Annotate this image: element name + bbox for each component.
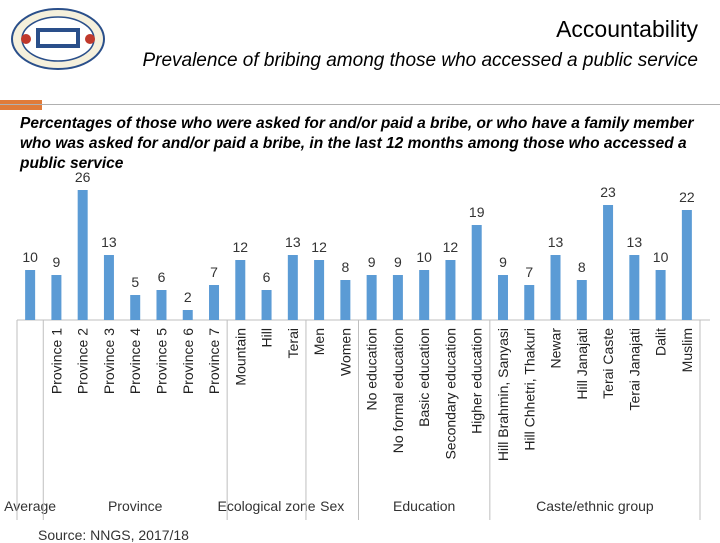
bar	[235, 260, 246, 320]
category-label: Muslim	[679, 328, 695, 372]
data-label: 6	[158, 269, 166, 285]
category-label: Secondary education	[442, 328, 458, 460]
bar	[209, 285, 220, 320]
data-label: 12	[232, 239, 248, 255]
category-label: Mountain	[232, 328, 248, 386]
bar	[497, 275, 508, 320]
category-label: No education	[364, 328, 380, 411]
bar	[392, 275, 403, 320]
data-label: 13	[548, 234, 564, 250]
bar	[419, 270, 430, 320]
category-label: Province 5	[153, 328, 169, 394]
data-label: 8	[578, 259, 586, 275]
category-label: Province 2	[75, 328, 91, 394]
category-label: Men	[311, 328, 327, 355]
data-label: 10	[416, 249, 432, 265]
group-label: Caste/ethnic group	[536, 498, 654, 514]
chart-caption: Percentages of those who were asked for …	[20, 115, 694, 172]
group-label: Sex	[320, 498, 344, 514]
category-label: Higher education	[469, 328, 485, 434]
category-label: Newar	[548, 328, 564, 369]
data-label: 6	[263, 269, 271, 285]
bar	[550, 255, 561, 320]
category-label: Hill	[259, 328, 275, 347]
bar	[261, 290, 272, 320]
bar	[130, 295, 141, 320]
bar	[366, 275, 377, 320]
data-label: 10	[653, 249, 669, 265]
group-label: Province	[108, 498, 163, 514]
data-label: 13	[285, 234, 301, 250]
data-label: 23	[600, 184, 616, 200]
category-label: Basic education	[416, 328, 432, 427]
data-label: 22	[679, 189, 695, 205]
bar	[182, 310, 193, 320]
bar	[681, 210, 692, 320]
data-label: 12	[311, 239, 327, 255]
data-label: 10	[22, 249, 38, 265]
data-label: 9	[368, 254, 376, 270]
bar	[77, 190, 88, 320]
bar	[287, 255, 298, 320]
data-label: 7	[525, 264, 533, 280]
bar	[524, 285, 535, 320]
accent-bar	[0, 100, 42, 110]
category-label: Terai	[285, 328, 301, 358]
category-label: Terai Caste	[600, 328, 616, 399]
data-label: 2	[184, 289, 192, 305]
data-label: 7	[210, 264, 218, 280]
data-label: 9	[53, 254, 61, 270]
category-label: Hill Brahmin, Sanyasi	[495, 328, 511, 461]
category-label: Province 4	[127, 328, 143, 394]
category-label: Province 7	[206, 328, 222, 394]
data-label: 13	[627, 234, 643, 250]
category-label: No formal education	[390, 328, 406, 453]
data-label: 9	[394, 254, 402, 270]
bar	[655, 270, 666, 320]
bar	[340, 280, 351, 320]
bar	[603, 205, 614, 320]
bar	[445, 260, 456, 320]
data-label: 5	[131, 274, 139, 290]
bar	[51, 275, 62, 320]
data-label: 8	[341, 259, 349, 275]
category-label: Province 1	[48, 328, 64, 394]
bar	[103, 255, 114, 320]
group-label: Average	[4, 498, 56, 514]
data-label: 19	[469, 204, 485, 220]
category-label: Hill Chhetri, Thakuri	[521, 328, 537, 451]
category-label: Women	[337, 328, 353, 376]
bar	[25, 270, 36, 320]
page-title: Accountability	[556, 16, 698, 42]
category-label: Province 6	[180, 328, 196, 394]
bar	[629, 255, 640, 320]
bar	[156, 290, 167, 320]
category-label: Hill Janajati	[574, 328, 590, 400]
category-label: Dalit	[653, 328, 669, 356]
category-label: Province 3	[101, 328, 117, 394]
data-label: 13	[101, 234, 117, 250]
group-label: Education	[393, 498, 455, 514]
category-label: Terai Janajati	[626, 328, 642, 411]
data-label: 26	[75, 169, 91, 185]
bar	[471, 225, 482, 320]
data-label: 12	[443, 239, 459, 255]
logo	[8, 6, 108, 72]
source-note: Source: NNGS, 2017/18	[38, 527, 189, 543]
group-label: Ecological zone	[218, 498, 316, 514]
bar	[314, 260, 325, 320]
bar	[576, 280, 587, 320]
page-subtitle: Prevalence of bribing among those who ac…	[142, 50, 698, 71]
header-rule	[0, 104, 720, 105]
data-label: 9	[499, 254, 507, 270]
